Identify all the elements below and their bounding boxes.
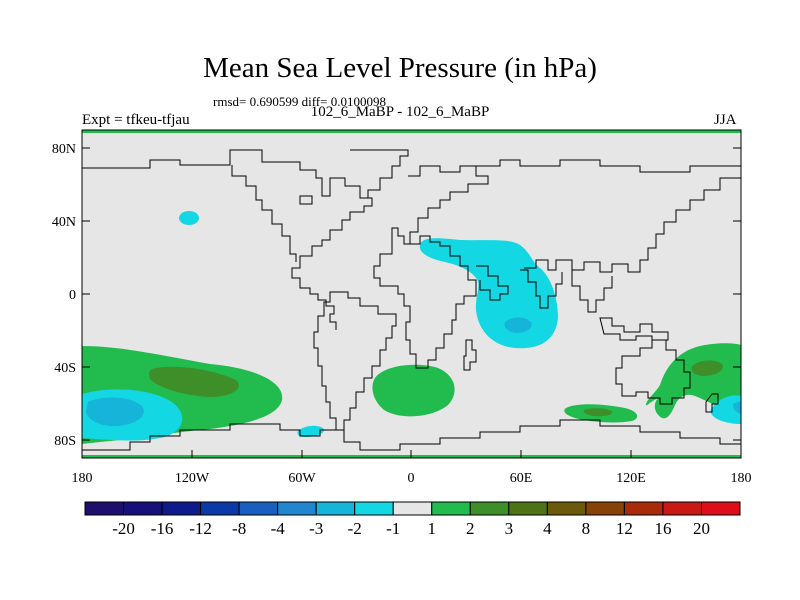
anomaly-south-atlantic (372, 364, 455, 417)
anomaly-north-pacific-low (179, 211, 199, 225)
x-tick-0: 0 (408, 471, 415, 486)
colorbar-swatch (238, 501, 279, 516)
colorbar-swatch (84, 501, 125, 516)
anomaly-southern-indian-ocean-core (583, 408, 613, 417)
colorbar: -20 -16 -12 -8 -4 -3 -2 -1 1 2 3 4 8 12 16 20 (84, 501, 741, 538)
coastline-north-america-west (231, 165, 297, 262)
coastline-asia-north (476, 159, 741, 173)
anomaly-southeast-pacific-core (86, 397, 144, 427)
coastline-southeast-asia (571, 270, 613, 313)
coastlines (82, 149, 741, 451)
colorbar-swatch (277, 501, 317, 516)
y-tick-40s: 40S (54, 361, 76, 376)
map-subtitle: 102_6_MaBP - 102_6_MaBP (310, 104, 490, 120)
y-tick-0: 0 (69, 288, 76, 303)
colorbar-swatch (392, 501, 433, 516)
north-edge-band (82, 130, 741, 133)
coastline-indonesia (599, 317, 669, 341)
map-title: Mean Sea Level Pressure (in hPa) (203, 52, 597, 84)
colorbar-label: 8 (582, 519, 591, 538)
colorbar-label: -4 (271, 519, 286, 538)
x-tick-120w: 120W (175, 471, 210, 486)
colorbar-swatch (161, 501, 202, 516)
x-tick-180w: 180 (72, 471, 93, 486)
coastline-madagascar (463, 339, 477, 371)
colorbar-label: -20 (112, 519, 135, 538)
colorbar-swatch (469, 501, 510, 516)
x-tick-180e: 180 (731, 471, 752, 486)
colorbar-swatch (123, 501, 163, 516)
colorbar-label: 1 (428, 519, 437, 538)
colorbar-label: -2 (348, 519, 362, 538)
colorbar-label: 16 (654, 519, 671, 538)
colorbar-swatch (585, 501, 625, 516)
x-tick-120e: 120E (616, 471, 646, 486)
colorbar-label: 2 (466, 519, 475, 538)
season-label: JJA (714, 112, 737, 128)
y-tick-80n: 80N (52, 142, 76, 157)
anomaly-south-pacific-core (148, 366, 239, 397)
coastline-africa (373, 235, 477, 369)
colorbar-label: 3 (505, 519, 514, 538)
colorbar-swatch (200, 501, 240, 516)
anomaly-southwest-pacific-core (691, 360, 723, 376)
colorbar-swatch (431, 501, 471, 516)
colorbar-label: -1 (386, 519, 400, 538)
coastline-greenland-small (299, 195, 313, 205)
colorbar-label: -16 (151, 519, 174, 538)
y-tick-40n: 40N (52, 215, 76, 230)
colorbar-label: -3 (309, 519, 323, 538)
x-tick-60w: 60W (288, 471, 316, 486)
y-tick-80s: 80S (54, 434, 76, 449)
colorbar-label: 12 (616, 519, 633, 538)
coastline-north-america (82, 149, 373, 330)
colorbar-label: -8 (232, 519, 246, 538)
colorbar-swatch (700, 501, 741, 516)
experiment-label: Expt = tfkeu-tfjau (82, 112, 190, 128)
colorbar-swatch (354, 501, 394, 516)
colorbar-swatch (315, 501, 356, 516)
stats-line: rmsd= 0.690599 diff= 0.0100098 (213, 94, 386, 109)
coastline-new-zealand (705, 393, 719, 413)
coastline-south-america (313, 291, 397, 431)
coastline-europe (391, 165, 489, 245)
colorbar-label: 20 (693, 519, 710, 538)
colorbar-label: -12 (189, 519, 212, 538)
colorbar-swatch (662, 501, 702, 516)
x-tick-60e: 60E (510, 471, 533, 486)
coastline-india (520, 269, 563, 309)
coastline-antarctica (82, 419, 741, 451)
coastline-asia-east (524, 177, 741, 273)
anomaly-indian-ocean-core (504, 317, 532, 333)
coastline-greenland (350, 149, 409, 198)
colorbar-label: 4 (543, 519, 552, 538)
coastline-arabia (476, 265, 509, 301)
coastline-australia (615, 339, 691, 405)
colorbar-swatch (508, 501, 548, 516)
map-field (82, 130, 741, 458)
anomaly-drake-low (297, 425, 325, 437)
anomaly-southern-ocean-low-core (733, 401, 741, 414)
colorbar-swatch (623, 501, 664, 516)
colorbar-swatch (546, 501, 587, 516)
axis-ticks (81, 147, 742, 458)
